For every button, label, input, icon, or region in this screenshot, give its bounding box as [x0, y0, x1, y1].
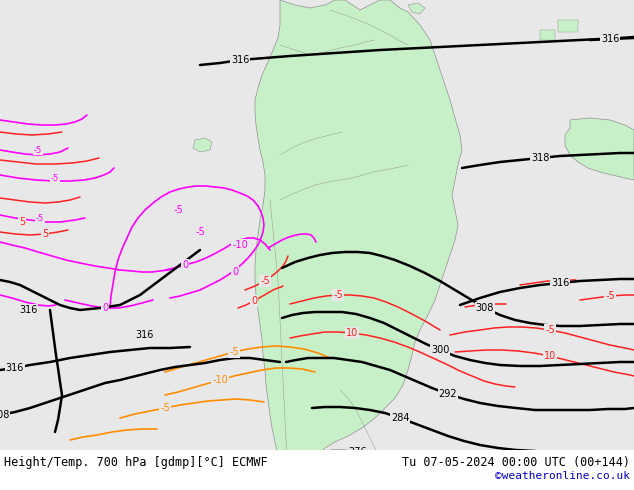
Text: -5: -5 — [160, 403, 170, 413]
Text: -5: -5 — [333, 290, 343, 300]
Text: 308: 308 — [0, 410, 9, 420]
Text: -10: -10 — [232, 240, 248, 250]
Polygon shape — [255, 0, 462, 490]
Polygon shape — [565, 118, 634, 180]
Text: -5: -5 — [229, 347, 239, 357]
Text: ©weatheronline.co.uk: ©weatheronline.co.uk — [495, 471, 630, 481]
Text: Height/Temp. 700 hPa [gdmp][°C] ECMWF: Height/Temp. 700 hPa [gdmp][°C] ECMWF — [4, 456, 268, 468]
Text: 316: 316 — [6, 363, 24, 373]
Text: -5: -5 — [173, 205, 183, 215]
Text: 300: 300 — [221, 455, 239, 465]
Text: -5: -5 — [51, 173, 59, 182]
Text: 308: 308 — [476, 303, 494, 313]
Text: -5: -5 — [605, 291, 615, 301]
Text: 316: 316 — [136, 330, 154, 340]
Text: 316: 316 — [601, 34, 619, 44]
Text: 316: 316 — [231, 55, 249, 65]
Text: 318: 318 — [531, 153, 549, 163]
Text: 300: 300 — [431, 345, 449, 355]
Polygon shape — [558, 20, 578, 32]
Polygon shape — [193, 138, 212, 152]
Text: -5: -5 — [195, 227, 205, 237]
Text: -5: -5 — [545, 325, 555, 335]
Text: Tu 07-05-2024 00:00 UTC (00+144): Tu 07-05-2024 00:00 UTC (00+144) — [402, 456, 630, 468]
Text: 284: 284 — [391, 413, 410, 423]
Text: 0: 0 — [182, 260, 188, 270]
Text: 0: 0 — [232, 267, 238, 277]
Text: -5: -5 — [260, 276, 270, 286]
Text: 316: 316 — [19, 305, 37, 315]
Text: 10: 10 — [544, 351, 556, 361]
Text: 292: 292 — [439, 389, 457, 399]
Text: -5: -5 — [34, 146, 42, 154]
Text: 316: 316 — [551, 278, 569, 288]
Text: 10: 10 — [346, 328, 358, 338]
Text: 0: 0 — [251, 296, 257, 306]
Text: -5: -5 — [36, 214, 44, 222]
Polygon shape — [408, 3, 425, 14]
Text: 5: 5 — [42, 229, 48, 239]
Text: 276: 276 — [349, 447, 367, 457]
Text: -10: -10 — [212, 375, 228, 385]
Text: 0: 0 — [102, 303, 108, 313]
Text: 5: 5 — [19, 217, 25, 227]
Bar — [0, 450, 634, 490]
Polygon shape — [540, 30, 555, 40]
